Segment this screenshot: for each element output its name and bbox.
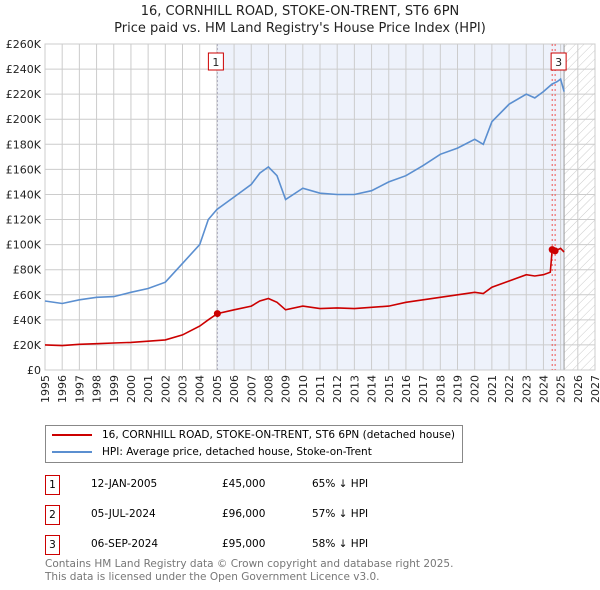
y-tick-label: £120K bbox=[6, 214, 42, 227]
legend: 16, CORNHILL ROAD, STOKE-ON-TRENT, ST6 6… bbox=[45, 425, 463, 463]
x-tick-label: 1998 bbox=[91, 375, 104, 403]
x-tick-label: 2011 bbox=[314, 375, 327, 403]
sale-marker-badge: 1 bbox=[45, 475, 60, 495]
x-tick-label: 2019 bbox=[452, 375, 465, 403]
y-tick-label: £80K bbox=[13, 264, 42, 277]
y-tick-label: £140K bbox=[6, 188, 42, 201]
sale-label-box bbox=[550, 52, 567, 71]
sale-date: 06-SEP-2024 bbox=[91, 538, 159, 550]
footer: Contains HM Land Registry data © Crown c… bbox=[45, 558, 453, 584]
sale-marker-badge: 2 bbox=[45, 505, 60, 525]
sale-row: 3 06-SEP-2024 £95,000 58% ↓ HPI bbox=[45, 535, 465, 555]
x-tick-label: 2002 bbox=[159, 375, 172, 403]
x-tick-label: 1995 bbox=[39, 375, 52, 403]
chart-title: 16, CORNHILL ROAD, STOKE-ON-TRENT, ST6 6… bbox=[140, 4, 460, 19]
x-tick-label: 2027 bbox=[589, 375, 600, 403]
y-tick-label: £40K bbox=[13, 314, 42, 327]
sale-label: 3 bbox=[555, 56, 562, 69]
y-tick-label: £260K bbox=[6, 38, 42, 51]
y-tick-label: £100K bbox=[6, 239, 42, 252]
sale-date: 05-JUL-2024 bbox=[91, 508, 156, 520]
x-tick-label: 2005 bbox=[211, 375, 224, 403]
x-tick-label: 2018 bbox=[434, 375, 447, 403]
legend-hpi-swatch bbox=[52, 451, 92, 453]
plot-border bbox=[44, 43, 596, 371]
sale-row: 1 12-JAN-2005 £45,000 65% ↓ HPI bbox=[45, 475, 465, 495]
sale-hpi-diff: 57% ↓ HPI bbox=[312, 508, 369, 520]
sale-row: 2 05-JUL-2024 £96,000 57% ↓ HPI bbox=[45, 505, 465, 525]
x-tick-label: 2026 bbox=[572, 375, 585, 403]
x-tick-label: 2016 bbox=[400, 375, 413, 403]
sale-hpi-diff: 58% ↓ HPI bbox=[312, 538, 369, 550]
y-tick-label: £200K bbox=[6, 113, 42, 126]
x-tick-label: 2015 bbox=[383, 375, 396, 403]
legend-hpi-label: HPI: Average price, detached house, Stok… bbox=[102, 446, 372, 458]
x-tick-label: 2007 bbox=[245, 375, 258, 403]
y-tick-label: £20K bbox=[13, 339, 42, 352]
x-tick-label: 2000 bbox=[125, 375, 138, 403]
sale-marker-badge: 3 bbox=[45, 535, 60, 555]
y-tick-label: £180K bbox=[6, 138, 42, 151]
shaded-ownership-range bbox=[217, 44, 565, 370]
y-tick-label: £0 bbox=[27, 364, 41, 377]
x-tick-label: 2001 bbox=[142, 375, 155, 403]
x-tick-label: 2010 bbox=[297, 375, 310, 403]
sale-price: £95,000 bbox=[222, 538, 266, 550]
legend-property-swatch bbox=[52, 434, 92, 436]
forecast-hatch bbox=[564, 44, 595, 370]
x-tick-label: 2023 bbox=[520, 375, 533, 403]
x-tick-label: 1997 bbox=[73, 375, 86, 403]
x-tick-label: 2022 bbox=[503, 375, 516, 403]
series-line bbox=[44, 247, 565, 347]
sale-label-box bbox=[207, 52, 224, 71]
sale-hpi-diff: 65% ↓ HPI bbox=[312, 478, 369, 490]
x-tick-label: 1996 bbox=[56, 375, 69, 403]
y-tick-label: £160K bbox=[6, 163, 42, 176]
sale-point bbox=[551, 247, 559, 255]
x-tick-label: 2013 bbox=[348, 375, 361, 403]
x-tick-label: 2017 bbox=[417, 375, 430, 403]
sale-date: 12-JAN-2005 bbox=[91, 478, 158, 490]
x-tick-label: 2008 bbox=[262, 375, 275, 403]
x-tick-label: 2003 bbox=[177, 375, 190, 403]
x-tick-label: 2004 bbox=[194, 375, 207, 403]
x-tick-label: 2020 bbox=[469, 375, 482, 403]
sale-point bbox=[213, 310, 221, 318]
sale-label: 1 bbox=[212, 56, 219, 69]
y-tick-label: £240K bbox=[6, 63, 42, 76]
legend-property-label: 16, CORNHILL ROAD, STOKE-ON-TRENT, ST6 6… bbox=[102, 429, 456, 441]
x-tick-label: 1999 bbox=[108, 375, 121, 403]
x-tick-label: 2025 bbox=[555, 375, 568, 403]
y-tick-label: £220K bbox=[6, 88, 42, 101]
x-tick-label: 2014 bbox=[366, 375, 379, 403]
x-tick-label: 2009 bbox=[280, 375, 293, 403]
footer-licence: This data is licensed under the Open Gov… bbox=[45, 571, 380, 583]
x-tick-label: 2021 bbox=[486, 375, 499, 403]
sale-price: £96,000 bbox=[222, 508, 266, 520]
price-chart: 1995 1996 1997 1998 1999 2000 2001 2002 2003 2004… bbox=[6, 38, 600, 403]
x-tick-label: 2006 bbox=[228, 375, 241, 403]
series-line bbox=[44, 77, 565, 305]
x-tick-label: 2012 bbox=[331, 375, 344, 403]
x-tick-label: 2024 bbox=[537, 375, 550, 403]
sale-price: £45,000 bbox=[222, 478, 266, 490]
y-tick-label: £60K bbox=[13, 289, 42, 302]
chart-subtitle: Price paid vs. HM Land Registry's House … bbox=[114, 21, 486, 36]
footer-copyright: Contains HM Land Registry data © Crown c… bbox=[45, 558, 454, 570]
